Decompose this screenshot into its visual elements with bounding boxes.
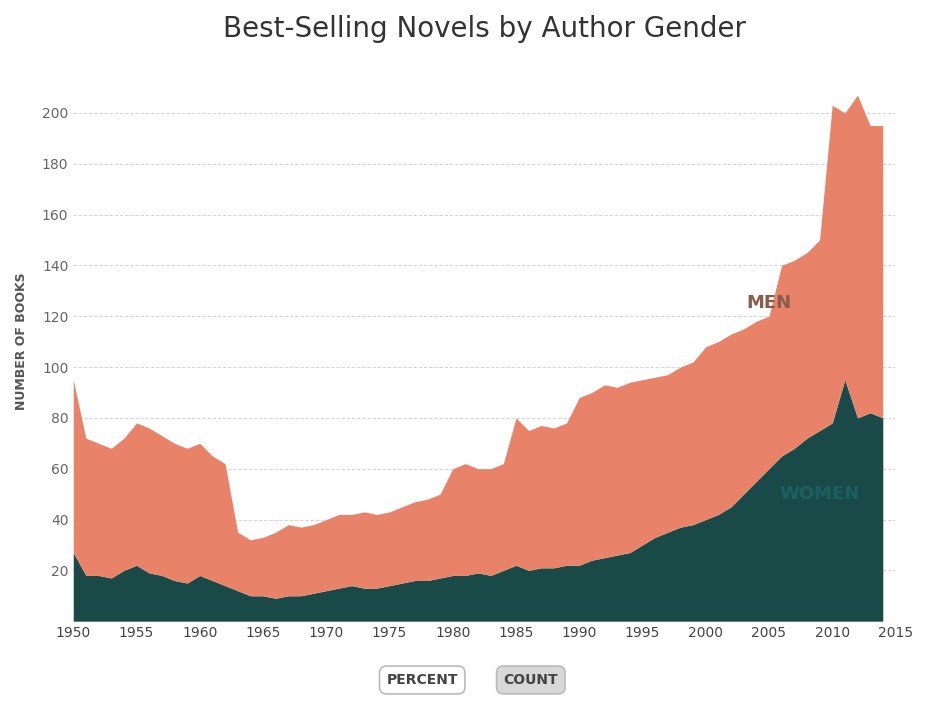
Text: WOMEN: WOMEN (779, 485, 858, 503)
Text: MEN: MEN (745, 295, 791, 313)
Title: Best-Selling Novels by Author Gender: Best-Selling Novels by Author Gender (222, 15, 745, 43)
Y-axis label: NUMBER OF BOOKS: NUMBER OF BOOKS (15, 273, 28, 410)
Text: PERCENT: PERCENT (386, 673, 458, 687)
Text: COUNT: COUNT (503, 673, 557, 687)
